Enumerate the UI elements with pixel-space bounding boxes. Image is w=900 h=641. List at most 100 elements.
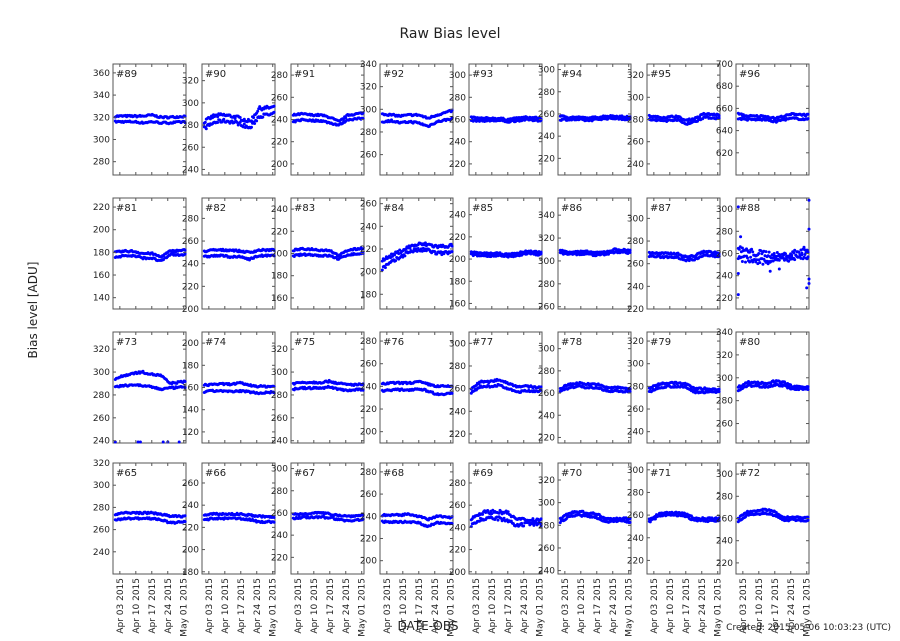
x-tick-label: Apr 17 2015 — [504, 578, 514, 634]
data-point — [242, 122, 246, 126]
y-tick-label: 640 — [716, 127, 733, 137]
panel-label: #90 — [205, 69, 226, 80]
x-tick-label: May 01 2015 — [358, 578, 368, 637]
y-tick-label: 240 — [93, 437, 110, 447]
y-tick-label: 260 — [271, 93, 288, 103]
data-point — [183, 514, 187, 518]
y-tick-label: 220 — [182, 523, 199, 533]
panel-85: 160 180 200 220 240 #85 — [449, 197, 543, 310]
data-point — [393, 253, 397, 257]
panel-label: #96 — [739, 69, 760, 80]
y-tick-label: 240 — [271, 116, 288, 126]
y-tick-label: 260 — [360, 151, 377, 161]
y-tick-label: 300 — [360, 105, 377, 115]
data-point — [183, 121, 187, 125]
y-tick-label: 120 — [182, 428, 199, 438]
y-tick-label: 140 — [93, 294, 110, 304]
y-tick-label: 260 — [449, 116, 466, 126]
outlier-point — [177, 440, 181, 444]
data-point — [767, 250, 771, 254]
y-tick-label: 220 — [93, 203, 110, 213]
x-tick-label: May 01 2015 — [180, 578, 190, 637]
data-point — [502, 516, 506, 520]
data-point — [272, 520, 276, 524]
y-tick-label: 340 — [716, 328, 733, 338]
y-tick-label: 200 — [182, 546, 199, 556]
x-tick-label: Apr 03 2015 — [205, 578, 215, 634]
panel-label: #92 — [383, 69, 404, 80]
y-tick-label: 320 — [627, 71, 644, 81]
panel-90: 240 260 280 300 320 #90 — [182, 63, 276, 176]
y-tick-label: 280 — [538, 88, 555, 98]
data-point — [539, 385, 543, 389]
x-tick-label: May 01 2015 — [536, 578, 546, 637]
y-tick-label: 280 — [271, 71, 288, 81]
y-tick-label: 220 — [271, 138, 288, 148]
y-tick-label: 260 — [93, 526, 110, 536]
data-point — [481, 512, 485, 516]
y-tick-label: 220 — [360, 534, 377, 544]
panel-label: #82 — [205, 203, 226, 214]
data-point — [496, 518, 500, 522]
outlier-point — [138, 440, 142, 444]
panel-73: 240 260 280 300 320 #73 — [93, 331, 187, 447]
y-tick-label: 240 — [271, 531, 288, 541]
panel-82: 200 220 240 260 280 #82 — [182, 197, 276, 315]
y-tick-label: 280 — [627, 382, 644, 392]
y-tick-label: 200 — [93, 226, 110, 236]
x-tick-label: Apr 10 2015 — [221, 578, 231, 634]
outlier-point — [807, 198, 811, 202]
created-footer: Created: 2015-05-06 10:03:23 (UTC) — [726, 623, 891, 633]
data-point — [746, 256, 749, 260]
y-tick-label: 220 — [449, 430, 466, 440]
panel-86: 260 280 300 320 340 #86 — [538, 197, 632, 313]
panel-94: 220 240 260 280 300 #94 — [538, 63, 632, 176]
outlier-point — [807, 282, 811, 285]
x-tick-label: Apr 03 2015 — [116, 578, 126, 634]
data-point — [383, 266, 387, 270]
data-point — [450, 250, 454, 254]
y-tick-label: 240 — [182, 501, 199, 511]
y-tick-label: 240 — [627, 428, 644, 438]
y-tick-label: 140 — [182, 406, 199, 416]
panel-label: #85 — [472, 203, 493, 214]
data-point — [450, 244, 454, 248]
panel-81: 140 160 180 200 220 #81 — [93, 197, 187, 310]
panel-78: 220 240 260 280 300 #78 — [538, 331, 632, 444]
y-tick-label: 220 — [271, 553, 288, 563]
data-point — [777, 258, 781, 262]
y-tick-label: 260 — [538, 389, 555, 399]
y-tick-label: 260 — [360, 360, 377, 370]
y-tick-label: 260 — [538, 303, 555, 313]
data-point — [628, 251, 632, 254]
y-tick-label: 240 — [538, 411, 555, 421]
y-tick-label: 320 — [271, 345, 288, 355]
panel-84: 180 200 220 240 260 #84 — [360, 197, 454, 310]
panel-label: #81 — [116, 203, 137, 214]
data-points — [291, 111, 365, 127]
data-point — [272, 110, 276, 114]
y-tick-label: 660 — [716, 104, 733, 114]
panel-label: #79 — [650, 337, 671, 348]
outlier-point — [768, 269, 772, 273]
panel-66: 180 200 220 240 260 Apr 03 2015 Apr 10 2015 Apr… — [182, 462, 279, 637]
x-tick-label: Apr 17 2015 — [415, 578, 425, 634]
y-tick-label: 240 — [449, 523, 466, 533]
y-tick-label: 220 — [271, 227, 288, 237]
y-tick-label: 180 — [271, 272, 288, 282]
outlier-point — [807, 277, 811, 281]
y-tick-label: 220 — [538, 154, 555, 164]
x-tick-label: Apr 24 2015 — [342, 578, 352, 634]
y-tick-label: 260 — [449, 501, 466, 511]
y-tick-label: 280 — [93, 391, 110, 401]
data-point — [806, 388, 810, 391]
outlier-point — [736, 272, 740, 275]
panel-79: 240 260 280 300 320 #79 — [627, 331, 721, 444]
panel-label: #93 — [472, 69, 493, 80]
data-point — [204, 127, 208, 131]
y-tick-label: 260 — [182, 479, 199, 489]
y-tick-label: 260 — [271, 509, 288, 519]
panel-69: 200 220 240 260 280 Apr 03 2015 Apr 10 2015 Apr… — [449, 462, 546, 637]
y-tick-label: 240 — [716, 272, 733, 282]
